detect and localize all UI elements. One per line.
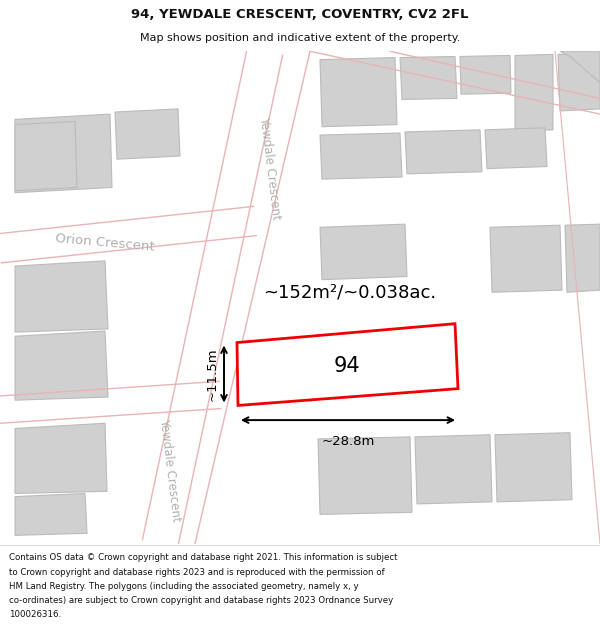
Polygon shape bbox=[15, 331, 108, 400]
Text: Orion Crescent: Orion Crescent bbox=[55, 232, 155, 254]
Polygon shape bbox=[0, 206, 256, 263]
Polygon shape bbox=[318, 437, 412, 514]
Polygon shape bbox=[115, 109, 180, 159]
Polygon shape bbox=[320, 224, 407, 279]
Text: HM Land Registry. The polygons (including the associated geometry, namely x, y: HM Land Registry. The polygons (includin… bbox=[9, 582, 359, 591]
Text: Map shows position and indicative extent of the property.: Map shows position and indicative extent… bbox=[140, 33, 460, 44]
Text: 94: 94 bbox=[334, 356, 361, 376]
Text: Yewdale Crescent: Yewdale Crescent bbox=[157, 418, 183, 522]
Polygon shape bbox=[415, 435, 492, 504]
Text: Yewdale Crescent: Yewdale Crescent bbox=[257, 116, 283, 221]
Text: 94, YEWDALE CRESCENT, COVENTRY, CV2 2FL: 94, YEWDALE CRESCENT, COVENTRY, CV2 2FL bbox=[131, 8, 469, 21]
Text: Contains OS data © Crown copyright and database right 2021. This information is : Contains OS data © Crown copyright and d… bbox=[9, 554, 398, 562]
Polygon shape bbox=[565, 224, 600, 292]
Polygon shape bbox=[558, 53, 600, 111]
Text: 100026316.: 100026316. bbox=[9, 611, 61, 619]
Text: to Crown copyright and database rights 2023 and is reproduced with the permissio: to Crown copyright and database rights 2… bbox=[9, 568, 385, 577]
Polygon shape bbox=[15, 261, 108, 332]
Polygon shape bbox=[515, 54, 553, 131]
Polygon shape bbox=[142, 47, 283, 548]
Polygon shape bbox=[400, 56, 457, 99]
Polygon shape bbox=[320, 133, 402, 179]
Text: ~11.5m: ~11.5m bbox=[206, 347, 219, 401]
Polygon shape bbox=[15, 121, 77, 191]
Polygon shape bbox=[320, 58, 397, 127]
Text: co-ordinates) are subject to Crown copyright and database rights 2023 Ordnance S: co-ordinates) are subject to Crown copyr… bbox=[9, 596, 393, 605]
Text: ~28.8m: ~28.8m bbox=[322, 435, 374, 447]
Polygon shape bbox=[15, 494, 87, 536]
Polygon shape bbox=[405, 130, 482, 174]
Polygon shape bbox=[0, 381, 221, 423]
Text: ~152m²/~0.038ac.: ~152m²/~0.038ac. bbox=[263, 283, 437, 301]
Polygon shape bbox=[15, 423, 107, 494]
Polygon shape bbox=[560, 51, 600, 82]
Polygon shape bbox=[460, 56, 511, 94]
Polygon shape bbox=[15, 114, 112, 192]
Polygon shape bbox=[237, 324, 458, 406]
Polygon shape bbox=[495, 432, 572, 502]
Polygon shape bbox=[485, 127, 547, 169]
Polygon shape bbox=[490, 225, 562, 292]
